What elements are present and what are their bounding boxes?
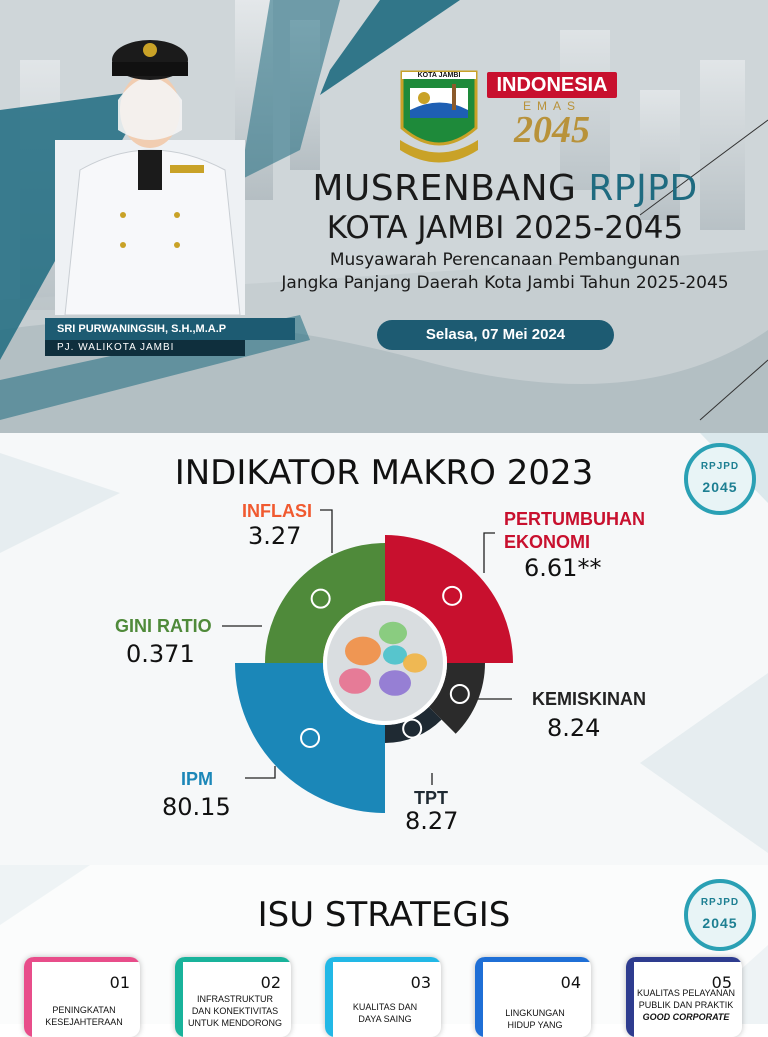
isu-title: ISU STRATEGIS [257, 895, 511, 935]
date-badge: Selasa, 07 Mei 2024 [377, 320, 614, 350]
indikator-chart [222, 509, 513, 813]
label-pertumbuhan-1: PERTUMBUHAN [504, 509, 645, 529]
map-district [403, 653, 427, 673]
card-accent [475, 957, 483, 1037]
badge-text-2: RPJPD [700, 897, 740, 908]
slice-pertumbuhan-ekonomi [385, 535, 513, 663]
value-inflasi: 3.27 [248, 522, 302, 550]
badge-text: RPJPD [700, 461, 740, 472]
crest-label: KOTA JAMBI [402, 72, 476, 79]
page-title: MUSRENBANG RPJPD [270, 168, 740, 209]
title-accent: RPJPD [588, 168, 698, 209]
card-accent [175, 957, 183, 1037]
card-title-line1: KUALITAS PELAYANAN [636, 988, 736, 998]
value-ipm: 80.15 [162, 793, 231, 821]
title-main: MUSRENBANG [312, 168, 577, 209]
official-portrait [55, 40, 245, 316]
label-inflasi: INFLASI [242, 501, 312, 521]
card-number: 04 [560, 973, 581, 992]
label-pertumbuhan-2: EKONOMI [504, 532, 591, 552]
label-ipm: IPM [181, 769, 214, 789]
leader-line [320, 509, 333, 553]
map-district [383, 645, 407, 665]
card-accent [24, 957, 32, 1037]
briefcase-icon [402, 718, 423, 739]
slice-tpt [385, 706, 442, 743]
card-title-line1: INFRASTRUKTUR [197, 994, 273, 1004]
badge-year: 2045 [702, 479, 738, 495]
isu-card-05[interactable]: 05 KUALITAS PELAYANAN PUBLIK DAN PRAKTIK… [626, 957, 742, 1037]
subtitle-line-1: Musyawarah Perencanaan Pembangunan [329, 250, 681, 270]
map-district [379, 621, 407, 645]
label-tpt: TPT [414, 788, 448, 808]
indonesia-emas-logo: INDONESIA [487, 72, 617, 98]
card-title-line2: DAYA SAING [358, 1014, 412, 1024]
card-title-line2: HIDUP YANG [507, 1020, 563, 1030]
card-number: 02 [260, 973, 281, 992]
leader-line [245, 766, 276, 779]
rpjpd-badge: RPJPD 2045 [684, 443, 756, 515]
people-icon [300, 727, 321, 748]
person-role: PJ. WALIKOTA JAMBI [45, 340, 245, 356]
badge-year-2: 2045 [702, 915, 738, 931]
card-accent [325, 957, 333, 1037]
kota-jambi-crest [400, 70, 478, 163]
label-kemiskinan: KEMISKINAN [532, 689, 647, 709]
card-title-line3: UNTUK MENDORONG [188, 1018, 282, 1028]
card-title-line2: DAN KONEKTIVITAS [191, 1006, 279, 1016]
card-number: 05 [711, 973, 732, 992]
poverty-icon [449, 683, 470, 704]
card-accent [626, 957, 634, 1037]
rpjpd-badge-2: RPJPD 2045 [684, 879, 756, 951]
card-title-line2: PUBLIK DAN PRAKTIK [638, 1000, 734, 1010]
map-district [345, 636, 381, 666]
card-title-line2: KESEJAHTERAAN [45, 1017, 123, 1027]
isu-card-03[interactable]: 03 KUALITAS DAN DAYA SAING [325, 957, 441, 1037]
card-title-line3: GOOD CORPORATE [642, 1012, 730, 1022]
value-kemiskinan: 8.24 [547, 714, 601, 742]
map-district [339, 668, 371, 694]
emas-year: 2045 [514, 109, 590, 151]
isu-card-01[interactable]: 01 PENINGKATAN KESEJAHTERAAN [24, 957, 140, 1037]
value-gini: 0.371 [126, 640, 195, 668]
label-gini: GINI RATIO [115, 616, 212, 636]
card-title-line1: PENINGKATAN [52, 1005, 116, 1015]
leader-line [483, 532, 495, 573]
balance-icon [310, 588, 331, 609]
page-subtitle: KOTA JAMBI 2025-2045 [326, 210, 684, 246]
card-title-line1: LINGKUNGAN [505, 1008, 565, 1018]
emas-label: EMAS [522, 99, 581, 113]
slice-gini-ratio [265, 543, 385, 663]
card-number: 03 [410, 973, 431, 992]
value-pertumbuhan: 6.61** [524, 554, 602, 582]
person-name: SRI PURWANINGSIH, S.H.,M.A.P [45, 318, 295, 340]
slice-kemiskinan [428, 663, 485, 734]
growth-icon [442, 585, 463, 606]
makro-title: INDIKATOR MAKRO 2023 [174, 453, 594, 493]
value-tpt: 8.27 [405, 807, 459, 835]
isu-card-02[interactable]: 02 INFRASTRUKTUR DAN KONEKTIVITAS UNTUK … [175, 957, 291, 1037]
slice-ipm [235, 663, 385, 813]
map-district [379, 670, 411, 696]
hero-banner: KOTA JAMBI INDONESIA EMAS 2045 MUSRENBAN… [0, 0, 768, 433]
isu-card-04[interactable]: 04 LINGKUNGAN HIDUP YANG [475, 957, 591, 1037]
indikator-makro-section: INDIKATOR MAKRO 2023 RPJPD 2045 INFLASI … [0, 433, 768, 865]
card-title-line1: KUALITAS DAN [352, 1002, 418, 1012]
card-number: 01 [109, 973, 130, 992]
subtitle-line-2: Jangka Panjang Daerah Kota Jambi Tahun 2… [281, 273, 729, 293]
